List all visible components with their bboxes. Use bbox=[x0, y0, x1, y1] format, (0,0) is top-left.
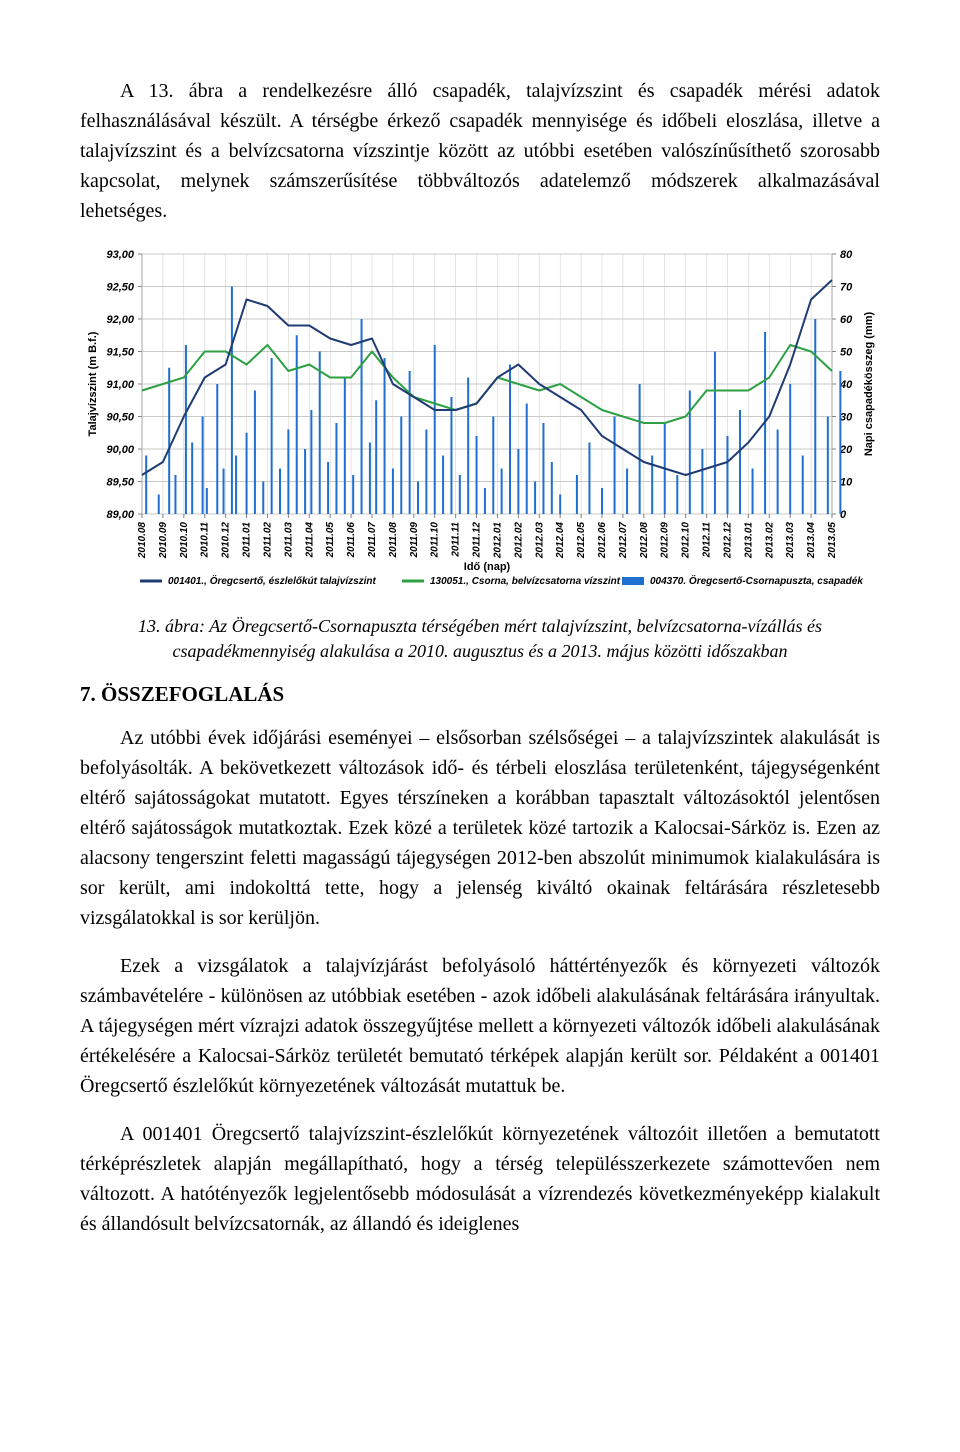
paragraph-summary-3: A 001401 Öregcsertő talajvízszint-észlel… bbox=[80, 1119, 880, 1239]
svg-text:2012.11: 2012.11 bbox=[702, 522, 713, 559]
svg-text:60: 60 bbox=[840, 314, 853, 326]
svg-text:2010.09: 2010.09 bbox=[158, 522, 169, 560]
svg-text:2013.04: 2013.04 bbox=[806, 522, 817, 560]
svg-text:90,00: 90,00 bbox=[106, 444, 134, 456]
paragraph-intro: A 13. ábra a rendelkezésre álló csapadék… bbox=[80, 76, 880, 226]
svg-text:2013.03: 2013.03 bbox=[785, 522, 796, 560]
svg-text:2012.08: 2012.08 bbox=[639, 522, 650, 560]
svg-text:90,50: 90,50 bbox=[106, 412, 134, 424]
svg-text:91,00: 91,00 bbox=[106, 379, 134, 391]
svg-text:30: 30 bbox=[840, 412, 853, 424]
svg-text:2012.07: 2012.07 bbox=[618, 522, 629, 560]
svg-text:50: 50 bbox=[840, 347, 853, 359]
svg-text:2012.01: 2012.01 bbox=[492, 522, 503, 560]
svg-text:2012.09: 2012.09 bbox=[660, 522, 671, 560]
svg-text:2012.02: 2012.02 bbox=[513, 522, 524, 560]
svg-text:2011.06: 2011.06 bbox=[346, 522, 357, 559]
svg-text:2012.12: 2012.12 bbox=[722, 522, 733, 560]
svg-text:70: 70 bbox=[840, 282, 853, 294]
svg-text:004370. Öregcsertő-Csornapuszt: 004370. Öregcsertő-Csornapuszta, csapadé… bbox=[650, 574, 863, 587]
svg-text:2010.10: 2010.10 bbox=[179, 522, 190, 560]
svg-text:001401., Öregcsertő, észlelőkú: 001401., Öregcsertő, észlelőkút talajvíz… bbox=[168, 574, 377, 587]
svg-text:2011.12: 2011.12 bbox=[472, 522, 483, 559]
svg-text:2011.01: 2011.01 bbox=[242, 522, 253, 559]
svg-text:2011.02: 2011.02 bbox=[262, 522, 273, 559]
svg-text:2010.08: 2010.08 bbox=[137, 522, 148, 560]
figure-caption: 13. ábra: Az Öregcsertő-Csornapuszta tér… bbox=[120, 614, 840, 664]
svg-text:2013.05: 2013.05 bbox=[827, 522, 838, 560]
svg-text:80: 80 bbox=[840, 249, 853, 261]
section-heading-summary: 7. ÖSSZEFOGLALÁS bbox=[80, 682, 880, 707]
svg-text:Talajvízszint (m B.f.): Talajvízszint (m B.f.) bbox=[87, 331, 99, 436]
svg-text:2013.01: 2013.01 bbox=[743, 522, 754, 560]
paragraph-summary-2: Ezek a vizsgálatok a talajvízjárást befo… bbox=[80, 951, 880, 1101]
paragraph-summary-1: Az utóbbi évek időjárási eseményei – els… bbox=[80, 723, 880, 933]
svg-text:Napi csapadékösszeg (mm): Napi csapadékösszeg (mm) bbox=[863, 312, 875, 457]
svg-text:2011.11: 2011.11 bbox=[451, 522, 462, 558]
svg-text:2011.10: 2011.10 bbox=[430, 522, 441, 559]
svg-text:130051., Csorna, belvízcsatorn: 130051., Csorna, belvízcsatorna vízszint bbox=[430, 576, 621, 587]
svg-text:2011.07: 2011.07 bbox=[367, 522, 378, 559]
chart-figure: 89,00 89,50 90,00 90,50 91,00 91,50 92,00 92,50… bbox=[80, 244, 880, 604]
svg-text:2011.04: 2011.04 bbox=[304, 522, 315, 559]
svg-text:2012.03: 2012.03 bbox=[534, 522, 545, 560]
svg-text:10: 10 bbox=[840, 477, 853, 489]
svg-text:92,00: 92,00 bbox=[106, 314, 134, 326]
svg-text:2010.12: 2010.12 bbox=[221, 522, 232, 560]
svg-text:2012.10: 2012.10 bbox=[681, 522, 692, 560]
svg-text:2012.04: 2012.04 bbox=[555, 522, 566, 560]
svg-text:Idő (nap): Idő (nap) bbox=[464, 561, 511, 573]
svg-text:2010.11: 2010.11 bbox=[200, 522, 211, 559]
svg-text:93,00: 93,00 bbox=[106, 249, 134, 261]
svg-text:2011.03: 2011.03 bbox=[283, 522, 294, 559]
svg-text:2011.05: 2011.05 bbox=[325, 522, 336, 559]
svg-text:89,00: 89,00 bbox=[106, 509, 134, 521]
svg-text:2013.02: 2013.02 bbox=[764, 522, 775, 560]
svg-text:92,50: 92,50 bbox=[106, 282, 134, 294]
svg-text:91,50: 91,50 bbox=[106, 347, 134, 359]
svg-text:89,50: 89,50 bbox=[106, 477, 134, 489]
svg-text:2012.06: 2012.06 bbox=[597, 522, 608, 560]
svg-text:2011.08: 2011.08 bbox=[388, 522, 399, 559]
svg-text:2012.05: 2012.05 bbox=[576, 522, 587, 560]
svg-text:2011.09: 2011.09 bbox=[409, 522, 420, 559]
